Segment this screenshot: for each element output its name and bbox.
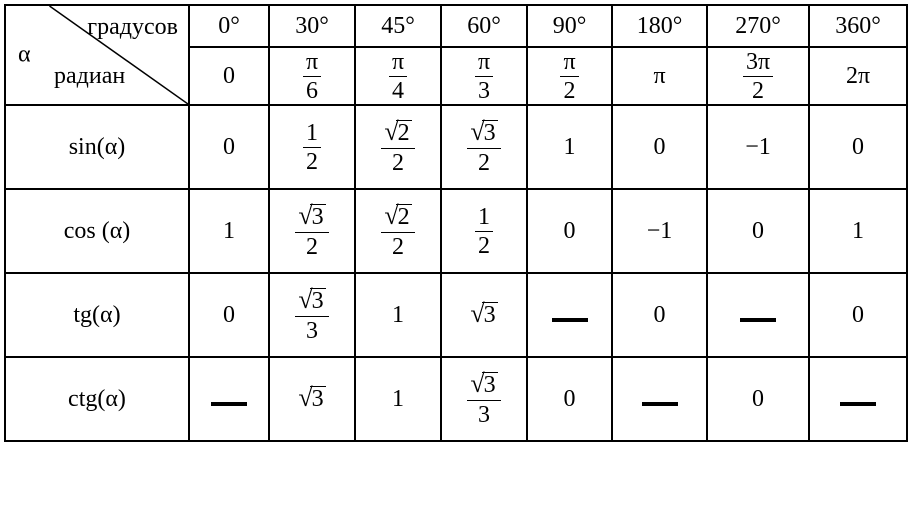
tg-45: 1 <box>355 273 441 357</box>
tg-270 <box>707 273 809 357</box>
tg-row: tg(α) 0 √33 1 √3 0 0 <box>5 273 907 357</box>
cos-60: 12 <box>441 189 527 273</box>
cos-270: 0 <box>707 189 809 273</box>
rad-90: π2 <box>527 47 612 105</box>
rad-60: π3 <box>441 47 527 105</box>
sin-180: 0 <box>612 105 707 189</box>
ctg-row: ctg(α) √3 1 √33 0 0 <box>5 357 907 441</box>
sin-row: sin(α) 0 12 √22 √32 1 0 −1 0 <box>5 105 907 189</box>
ctg-360 <box>809 357 907 441</box>
tg-0: 0 <box>189 273 269 357</box>
deg-30: 30° <box>269 5 355 47</box>
radians-label: радиан <box>54 63 125 90</box>
ctg-45: 1 <box>355 357 441 441</box>
header-degrees-row: α градусов радиан 0° 30° 45° 60° 90° 180… <box>5 5 907 47</box>
rad-0: 0 <box>189 47 269 105</box>
rad-270: 3π2 <box>707 47 809 105</box>
ctg-90: 0 <box>527 357 612 441</box>
cos-45: √22 <box>355 189 441 273</box>
cos-90: 0 <box>527 189 612 273</box>
cos-30: √32 <box>269 189 355 273</box>
deg-0: 0° <box>189 5 269 47</box>
ctg-label: ctg(α) <box>5 357 189 441</box>
degrees-label: градусов <box>87 14 178 41</box>
deg-45: 45° <box>355 5 441 47</box>
deg-360: 360° <box>809 5 907 47</box>
cos-360: 1 <box>809 189 907 273</box>
rad-180: π <box>612 47 707 105</box>
rad-45: π4 <box>355 47 441 105</box>
deg-180: 180° <box>612 5 707 47</box>
sin-90: 1 <box>527 105 612 189</box>
cos-label: cos (α) <box>5 189 189 273</box>
tg-30: √33 <box>269 273 355 357</box>
ctg-0 <box>189 357 269 441</box>
alpha-symbol: α <box>18 42 31 69</box>
sin-270: −1 <box>707 105 809 189</box>
tg-90 <box>527 273 612 357</box>
sin-45: √22 <box>355 105 441 189</box>
rad-360: 2π <box>809 47 907 105</box>
sin-label: sin(α) <box>5 105 189 189</box>
sin-60: √32 <box>441 105 527 189</box>
deg-270: 270° <box>707 5 809 47</box>
tg-60: √3 <box>441 273 527 357</box>
sin-0: 0 <box>189 105 269 189</box>
trig-table: α градусов радиан 0° 30° 45° 60° 90° 180… <box>4 4 908 442</box>
rad-30: π6 <box>269 47 355 105</box>
ctg-60: √33 <box>441 357 527 441</box>
sin-30: 12 <box>269 105 355 189</box>
ctg-270: 0 <box>707 357 809 441</box>
alpha-header-cell: α градусов радиан <box>5 5 189 105</box>
sin-360: 0 <box>809 105 907 189</box>
ctg-180 <box>612 357 707 441</box>
tg-label: tg(α) <box>5 273 189 357</box>
deg-90: 90° <box>527 5 612 47</box>
tg-360: 0 <box>809 273 907 357</box>
cos-0: 1 <box>189 189 269 273</box>
tg-180: 0 <box>612 273 707 357</box>
deg-60: 60° <box>441 5 527 47</box>
ctg-30: √3 <box>269 357 355 441</box>
cos-row: cos (α) 1 √32 √22 12 0 −1 0 1 <box>5 189 907 273</box>
cos-180: −1 <box>612 189 707 273</box>
